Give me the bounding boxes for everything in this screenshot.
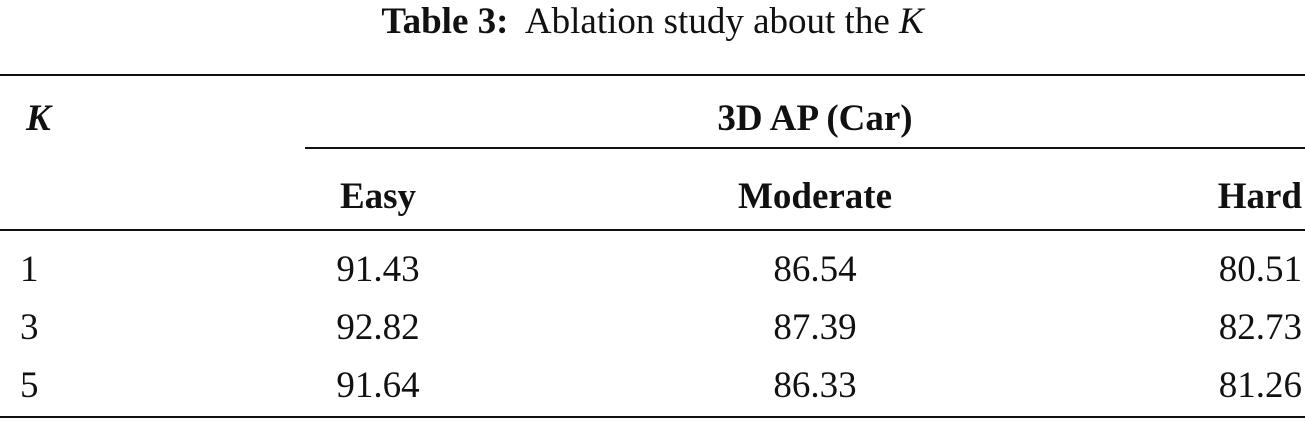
caption-symbol: K (899, 1, 924, 42)
group-rule (305, 147, 1305, 149)
caption-label: Table 3: (381, 1, 509, 42)
cell: 92.82 (336, 307, 420, 348)
cell: 91.64 (336, 365, 420, 406)
mid-rule (0, 229, 1305, 231)
bottom-rule (0, 416, 1305, 418)
column-header: Moderate (737, 176, 893, 217)
top-rule (0, 74, 1305, 76)
row-label: 3 (20, 307, 39, 348)
cell: 91.43 (336, 249, 420, 290)
cell: 82.73 (1218, 307, 1302, 348)
cell: 86.33 (773, 365, 857, 406)
cell: 80.51 (1218, 249, 1302, 290)
cell: 81.26 (1218, 365, 1302, 406)
group-header: 3D AP (Car) (717, 98, 913, 139)
row-header: K (26, 98, 51, 139)
column-header: Easy (339, 176, 417, 217)
cell: 86.54 (773, 249, 857, 290)
column-header: Hard (1217, 176, 1302, 217)
row-label: 1 (20, 249, 39, 290)
cell: 87.39 (773, 307, 857, 348)
caption-text: Ablation study about the (524, 1, 890, 42)
row-label: 5 (20, 365, 39, 406)
caption: Table 3: Ablation study about the K (0, 3, 1305, 40)
